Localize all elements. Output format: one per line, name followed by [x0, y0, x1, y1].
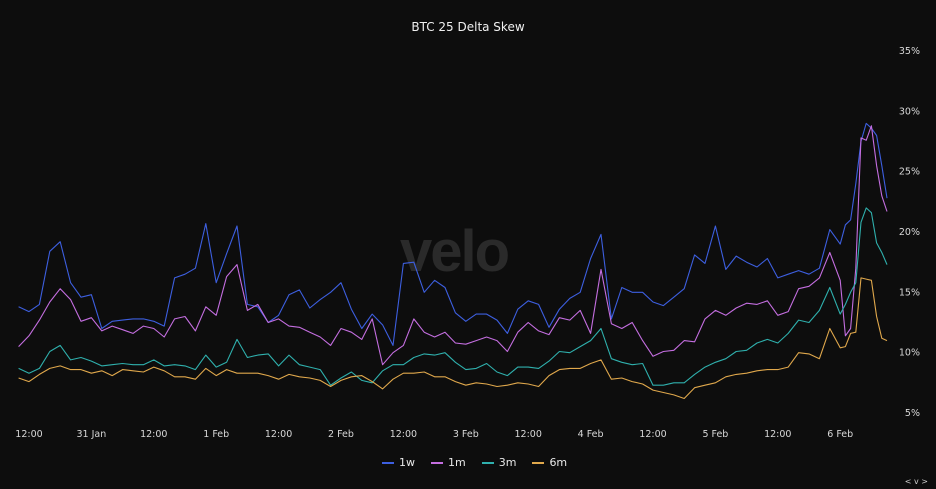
legend-item-1w[interactable]: 1w: [382, 456, 415, 469]
series-line-1m: [18, 125, 888, 366]
legend-swatch: [481, 461, 494, 464]
legend-item-1m[interactable]: 1m: [431, 456, 466, 469]
x-tick-label: 12:00: [265, 429, 292, 440]
x-tick-label: 12:00: [515, 429, 542, 440]
x-tick-label: 1 Feb: [203, 429, 229, 440]
x-tick-label: 12:00: [390, 429, 417, 440]
legend-item-3m[interactable]: 3m: [481, 456, 517, 469]
legend-label: 1w: [399, 456, 415, 469]
legend-label: 3m: [498, 456, 517, 469]
legend-item-6m[interactable]: 6m: [532, 456, 567, 469]
y-tick-label: 5%: [905, 408, 920, 419]
chart-nav-controls[interactable]: < v >: [904, 477, 928, 486]
x-tick-label: 3 Feb: [453, 429, 479, 440]
y-tick-label: 10%: [899, 348, 920, 359]
chart-title: BTC 25 Delta Skew: [411, 20, 525, 34]
x-tick-label: 12:00: [15, 429, 42, 440]
x-axis: 12:00 31 Jan 12:00 1 Feb 12:00 2 Feb 12:00 3 Fe…: [15, 429, 853, 440]
x-tick-label: 12:00: [764, 429, 791, 440]
y-axis: 35% 30% 25% 20% 15% 10% 5%: [899, 46, 920, 419]
series-line-3m: [18, 207, 888, 386]
x-tick-label: 12:00: [639, 429, 666, 440]
legend: 1w 1m 3m 6m: [382, 456, 567, 469]
y-tick-label: 20%: [899, 227, 920, 238]
x-tick-label: 2 Feb: [328, 429, 354, 440]
x-tick-label: 5 Feb: [702, 429, 728, 440]
series-layer: [18, 122, 888, 400]
legend-label: 6m: [549, 456, 568, 469]
x-tick-label: 12:00: [140, 429, 167, 440]
legend-label: 1m: [448, 456, 466, 469]
velo-watermark-logo: velo: [400, 219, 510, 284]
x-tick-label: 31 Jan: [77, 429, 107, 440]
series-line-6m: [18, 277, 888, 400]
y-tick-label: 30%: [899, 106, 920, 117]
x-tick-label: 6 Feb: [827, 429, 853, 440]
series-line-1w: [18, 122, 888, 346]
legend-swatch: [431, 461, 443, 464]
y-tick-label: 35%: [899, 46, 920, 57]
y-tick-label: 25%: [899, 167, 920, 178]
line-chart: 35% 30% 25% 20% 15% 10% 5% 12:00 31 Jan 12:00 1 F…: [15, 46, 920, 440]
legend-swatch: [382, 461, 394, 464]
x-tick-label: 4 Feb: [578, 429, 604, 440]
y-tick-label: 15%: [899, 287, 920, 298]
legend-swatch: [532, 461, 545, 464]
